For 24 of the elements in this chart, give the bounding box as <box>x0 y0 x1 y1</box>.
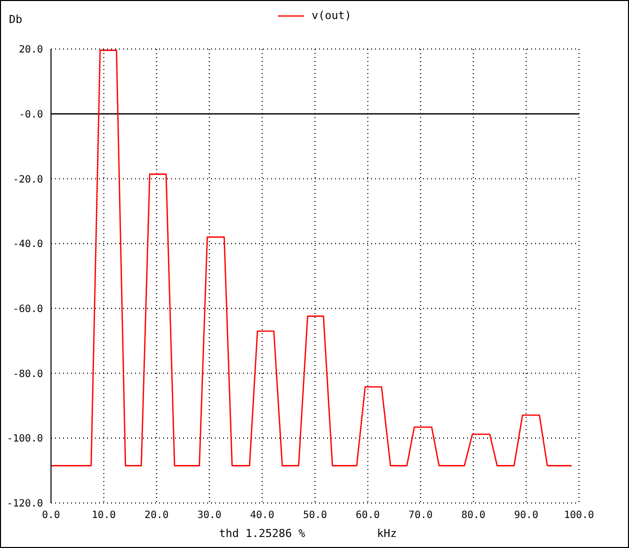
x-tick-label: 60.0 <box>356 510 380 522</box>
y-tick-label: 20.0 <box>18 44 43 56</box>
y-tick-label: -40.0 <box>12 239 43 250</box>
y-tick-label: -60.0 <box>12 304 43 315</box>
x-axis-title: kHz <box>377 527 397 540</box>
line-series <box>51 50 572 466</box>
x-tick-label: 10.0 <box>92 510 116 522</box>
x-tick-label: 70.0 <box>408 510 433 522</box>
x-tick-label: 80.0 <box>461 510 486 522</box>
y-axis-title: Db <box>9 13 22 26</box>
y-tick-label: -120.0 <box>6 498 43 510</box>
y-tick-label: -20.0 <box>12 174 43 186</box>
x-tick-label: 0.0 <box>42 510 60 522</box>
x-tick-label: 50.0 <box>302 510 328 522</box>
x-tick-label: 30.0 <box>197 510 222 522</box>
y-tick-label: -80.0 <box>12 368 43 380</box>
legend-label: v(out) <box>312 9 352 22</box>
y-tick-label: -0.0 <box>18 109 43 120</box>
x-tick-label: 100.0 <box>564 510 594 522</box>
y-tick-label: -100.0 <box>6 434 43 445</box>
x-tick-label: 90.0 <box>514 510 538 522</box>
text: thd 1.25286 % <box>219 527 306 540</box>
x-tick-label: 20.0 <box>144 510 169 522</box>
x-tick-label: 40.0 <box>250 510 274 522</box>
